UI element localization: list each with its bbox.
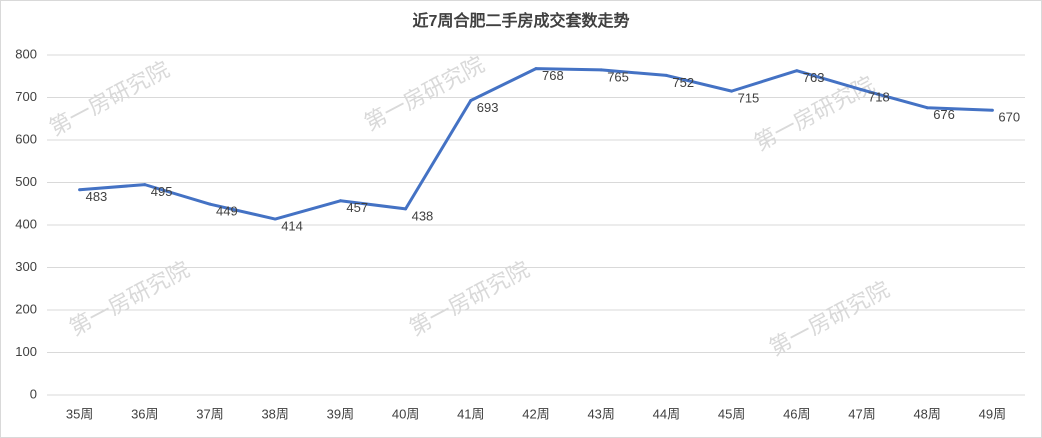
data-label: 765: [607, 69, 629, 84]
data-label: 715: [738, 91, 760, 106]
point: [208, 202, 212, 206]
x-tick-label: 35周: [66, 406, 93, 421]
point: [599, 68, 603, 72]
y-tick-label: 100: [15, 344, 37, 359]
data-label: 763: [803, 70, 825, 85]
point: [990, 108, 994, 112]
point: [860, 88, 864, 92]
y-tick-label: 400: [15, 216, 37, 231]
point: [143, 183, 147, 187]
y-tick-label: 200: [15, 301, 37, 316]
x-tick-label: 39周: [327, 406, 354, 421]
x-tick-label: 46周: [783, 406, 810, 421]
data-label: 414: [281, 218, 303, 233]
x-tick-label: 44周: [653, 406, 680, 421]
point: [534, 67, 538, 71]
x-tick-label: 40周: [392, 406, 419, 421]
point: [338, 199, 342, 203]
data-label: 768: [542, 68, 564, 83]
x-tick-label: 36周: [131, 406, 158, 421]
data-label: 483: [86, 189, 108, 204]
data-label: 670: [998, 110, 1020, 125]
x-tick-label: 38周: [261, 406, 288, 421]
data-label: 438: [412, 208, 434, 223]
data-label: 693: [477, 100, 499, 115]
point: [664, 73, 668, 77]
data-label: 449: [216, 204, 238, 219]
data-label: 718: [868, 89, 890, 104]
point: [78, 188, 82, 192]
data-label: 752: [672, 75, 694, 90]
y-tick-label: 700: [15, 89, 37, 104]
data-label: 495: [151, 184, 173, 199]
y-tick-label: 300: [15, 259, 37, 274]
x-tick-label: 45周: [718, 406, 745, 421]
point: [795, 69, 799, 73]
x-tick-label: 49周: [979, 406, 1006, 421]
x-tick-label: 43周: [587, 406, 614, 421]
data-label: 676: [933, 107, 955, 122]
point: [469, 98, 473, 102]
chart-title: 近7周合肥二手房成交套数走势: [413, 11, 630, 30]
y-tick-label: 0: [30, 386, 37, 401]
data-label: 457: [346, 200, 368, 215]
x-tick-label: 37周: [196, 406, 223, 421]
x-tick-label: 47周: [848, 406, 875, 421]
point: [730, 89, 734, 93]
x-tick-label: 48周: [913, 406, 940, 421]
point: [273, 217, 277, 221]
y-tick-label: 500: [15, 174, 37, 189]
y-tick-label: 600: [15, 131, 37, 146]
point: [404, 207, 408, 211]
x-tick-label: 42周: [522, 406, 549, 421]
y-tick-label: 800: [15, 46, 37, 61]
point: [925, 106, 929, 110]
x-tick-label: 41周: [457, 406, 484, 421]
